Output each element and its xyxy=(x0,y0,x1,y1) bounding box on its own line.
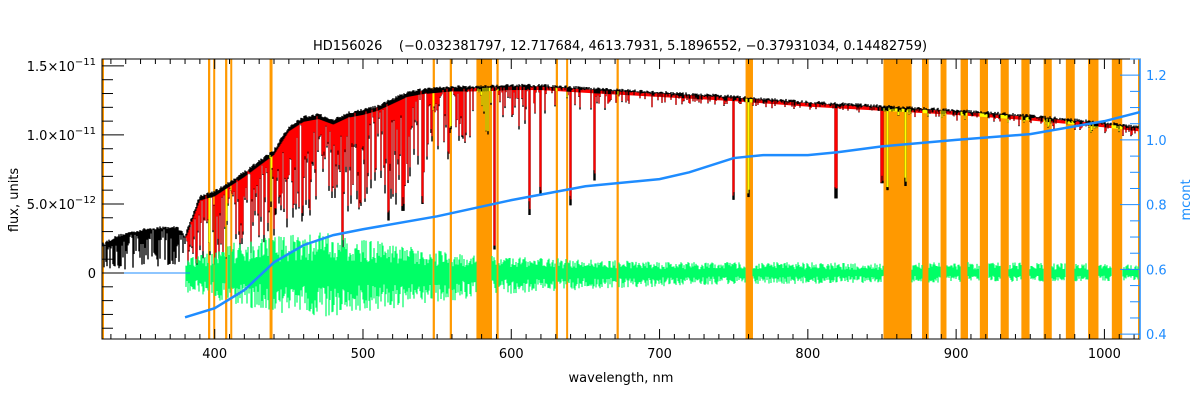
mask-band xyxy=(432,59,435,339)
y-tick-label: 5.0×10−12 xyxy=(27,195,96,213)
mcont-line xyxy=(184,110,1141,319)
mask-band xyxy=(940,59,947,339)
x-tick-label: 500 xyxy=(351,347,376,362)
mask-band xyxy=(1088,59,1099,339)
y2-tick-label: 0.6 xyxy=(1146,263,1167,278)
mask-band xyxy=(922,59,929,339)
mask-band xyxy=(960,59,968,339)
y2-tick-label: 0.4 xyxy=(1146,328,1167,343)
mask-band xyxy=(496,59,499,339)
mask-band xyxy=(745,59,753,339)
mask-band xyxy=(566,59,569,339)
mask-band xyxy=(1000,59,1009,339)
mask-band xyxy=(616,59,619,339)
y-tick-label: 1.0×10−11 xyxy=(27,126,96,144)
y2-tick-label: 0.8 xyxy=(1146,199,1167,214)
mask-band xyxy=(1138,59,1140,339)
y2-tick-label: 1.0 xyxy=(1146,134,1167,149)
mask-band xyxy=(449,59,452,339)
y-tick-label: 1.5×10−11 xyxy=(27,57,96,75)
mask-band xyxy=(555,59,558,339)
mask-band xyxy=(102,59,104,339)
x-tick-label: 900 xyxy=(944,347,969,362)
x-tick-label: 1000 xyxy=(1088,347,1121,362)
mask-band xyxy=(230,59,233,339)
y-axis-label: flux, units xyxy=(7,168,22,233)
chart-title: HD156026 (−0.032381797, 12.717684, 4613.… xyxy=(313,39,927,54)
x-tick-label: 800 xyxy=(795,347,820,362)
y2-tick-label: 1.2 xyxy=(1146,69,1167,84)
mask-bands xyxy=(102,59,1140,339)
mask-band xyxy=(1065,59,1075,339)
model-spectrum xyxy=(185,86,1139,269)
mask-band xyxy=(883,59,912,339)
x-tick-label: 600 xyxy=(499,347,524,362)
mask-band xyxy=(1021,59,1030,339)
mask-band xyxy=(1111,59,1123,339)
mask-band xyxy=(979,59,989,339)
x-tick-label: 700 xyxy=(647,347,672,362)
mask-band xyxy=(1043,59,1052,339)
residuals xyxy=(185,232,1139,317)
axes: 400 500 600 700 800 900 1000 1.5×10−11 1.0×10−11… xyxy=(27,57,1167,362)
y-tick-label: 0 xyxy=(88,267,96,282)
x-axis-label: wavelength, nm xyxy=(569,371,674,386)
y2-axis-label: mcont xyxy=(1179,179,1194,220)
x-tick-label: 400 xyxy=(202,347,227,362)
